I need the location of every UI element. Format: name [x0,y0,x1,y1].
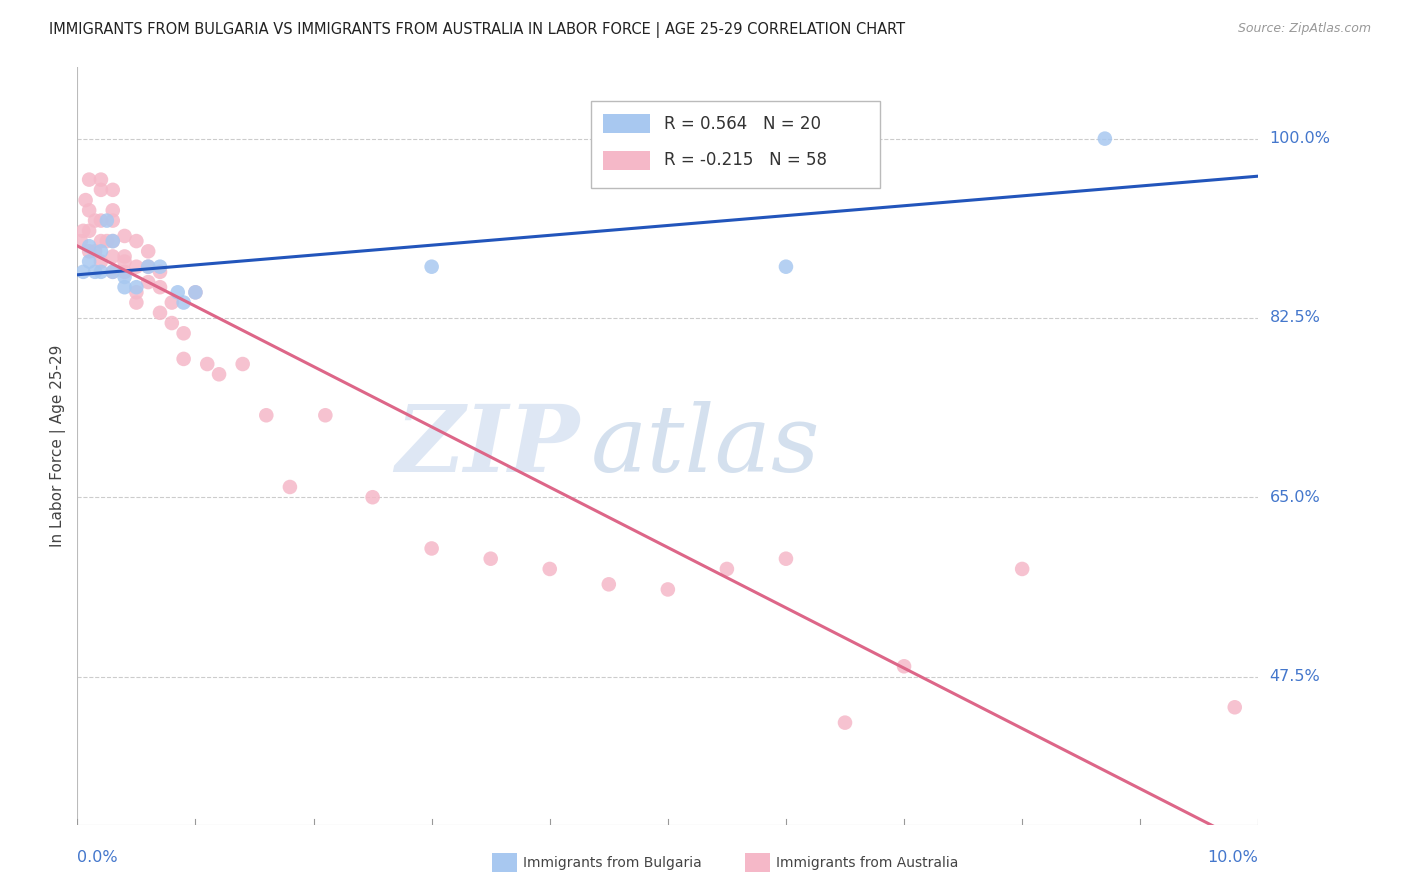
Point [173,326,195,341]
Point [420,260,443,274]
Text: 0.0%: 0.0% [77,850,118,865]
Point [314,409,336,423]
Text: R = 0.564   N = 20: R = 0.564 N = 20 [664,115,821,133]
Point [195,357,218,371]
Point [136,275,159,289]
Point [278,480,301,494]
Text: Immigrants from Bulgaria: Immigrants from Bulgaria [523,855,702,870]
Point [1223,700,1246,714]
Point [114,254,136,268]
Point [114,280,136,294]
Text: 47.5%: 47.5% [1270,669,1320,684]
Point [75,193,97,207]
Point [716,562,738,576]
Text: 65.0%: 65.0% [1270,490,1320,505]
Point [208,368,231,382]
Bar [603,114,650,133]
Text: 100.0%: 100.0% [1270,131,1330,146]
Point [77,244,100,259]
Point [77,224,100,238]
Text: R = -0.215   N = 58: R = -0.215 N = 58 [664,151,827,169]
Point [775,551,797,566]
Point [232,357,254,371]
Point [1094,131,1116,145]
Point [775,260,797,274]
Point [125,280,148,294]
Text: 10.0%: 10.0% [1208,850,1258,865]
Point [1011,562,1033,576]
Bar [603,151,650,169]
Point [101,265,124,279]
Point [84,265,107,279]
Point [598,577,620,591]
Text: 82.5%: 82.5% [1270,310,1320,326]
Point [101,234,124,248]
Point [834,715,856,730]
Point [114,265,136,279]
Point [136,244,159,259]
Point [184,285,207,300]
Point [77,172,100,186]
Point [90,213,112,227]
Point [149,280,172,294]
Point [657,582,679,597]
Point [72,265,94,279]
Point [101,203,124,218]
Point [361,490,384,504]
Point [479,551,502,566]
Point [125,295,148,310]
Point [173,295,195,310]
Point [90,254,112,268]
Point [101,250,124,264]
FancyBboxPatch shape [591,101,880,188]
Y-axis label: In Labor Force | Age 25-29: In Labor Force | Age 25-29 [51,345,66,547]
Point [72,224,94,238]
Point [77,203,100,218]
Point [893,659,915,673]
Point [77,239,100,253]
Point [149,265,172,279]
Point [96,213,118,227]
Point [101,183,124,197]
Point [420,541,443,556]
Point [101,265,124,279]
Point [166,285,188,300]
Point [160,295,183,310]
Point [90,244,112,259]
Point [114,229,136,244]
Text: IMMIGRANTS FROM BULGARIA VS IMMIGRANTS FROM AUSTRALIA IN LABOR FORCE | AGE 25-29: IMMIGRANTS FROM BULGARIA VS IMMIGRANTS F… [49,22,905,38]
Point [160,316,183,330]
Point [125,260,148,274]
Point [70,234,93,248]
Point [538,562,561,576]
Point [101,234,124,248]
Point [84,244,107,259]
Text: Immigrants from Australia: Immigrants from Australia [776,855,959,870]
Point [90,183,112,197]
Point [125,234,148,248]
Point [114,250,136,264]
Point [136,260,159,274]
Point [84,213,107,227]
Point [254,409,277,423]
Point [114,269,136,284]
Point [90,172,112,186]
Text: ZIP: ZIP [395,401,579,491]
Text: atlas: atlas [591,401,821,491]
Point [149,260,172,274]
Point [90,234,112,248]
Point [90,265,112,279]
Point [125,285,148,300]
Point [184,285,207,300]
Point [77,254,100,268]
Point [149,306,172,320]
Point [173,351,195,366]
Point [101,213,124,227]
Text: Source: ZipAtlas.com: Source: ZipAtlas.com [1237,22,1371,36]
Point [96,234,118,248]
Point [136,260,159,274]
